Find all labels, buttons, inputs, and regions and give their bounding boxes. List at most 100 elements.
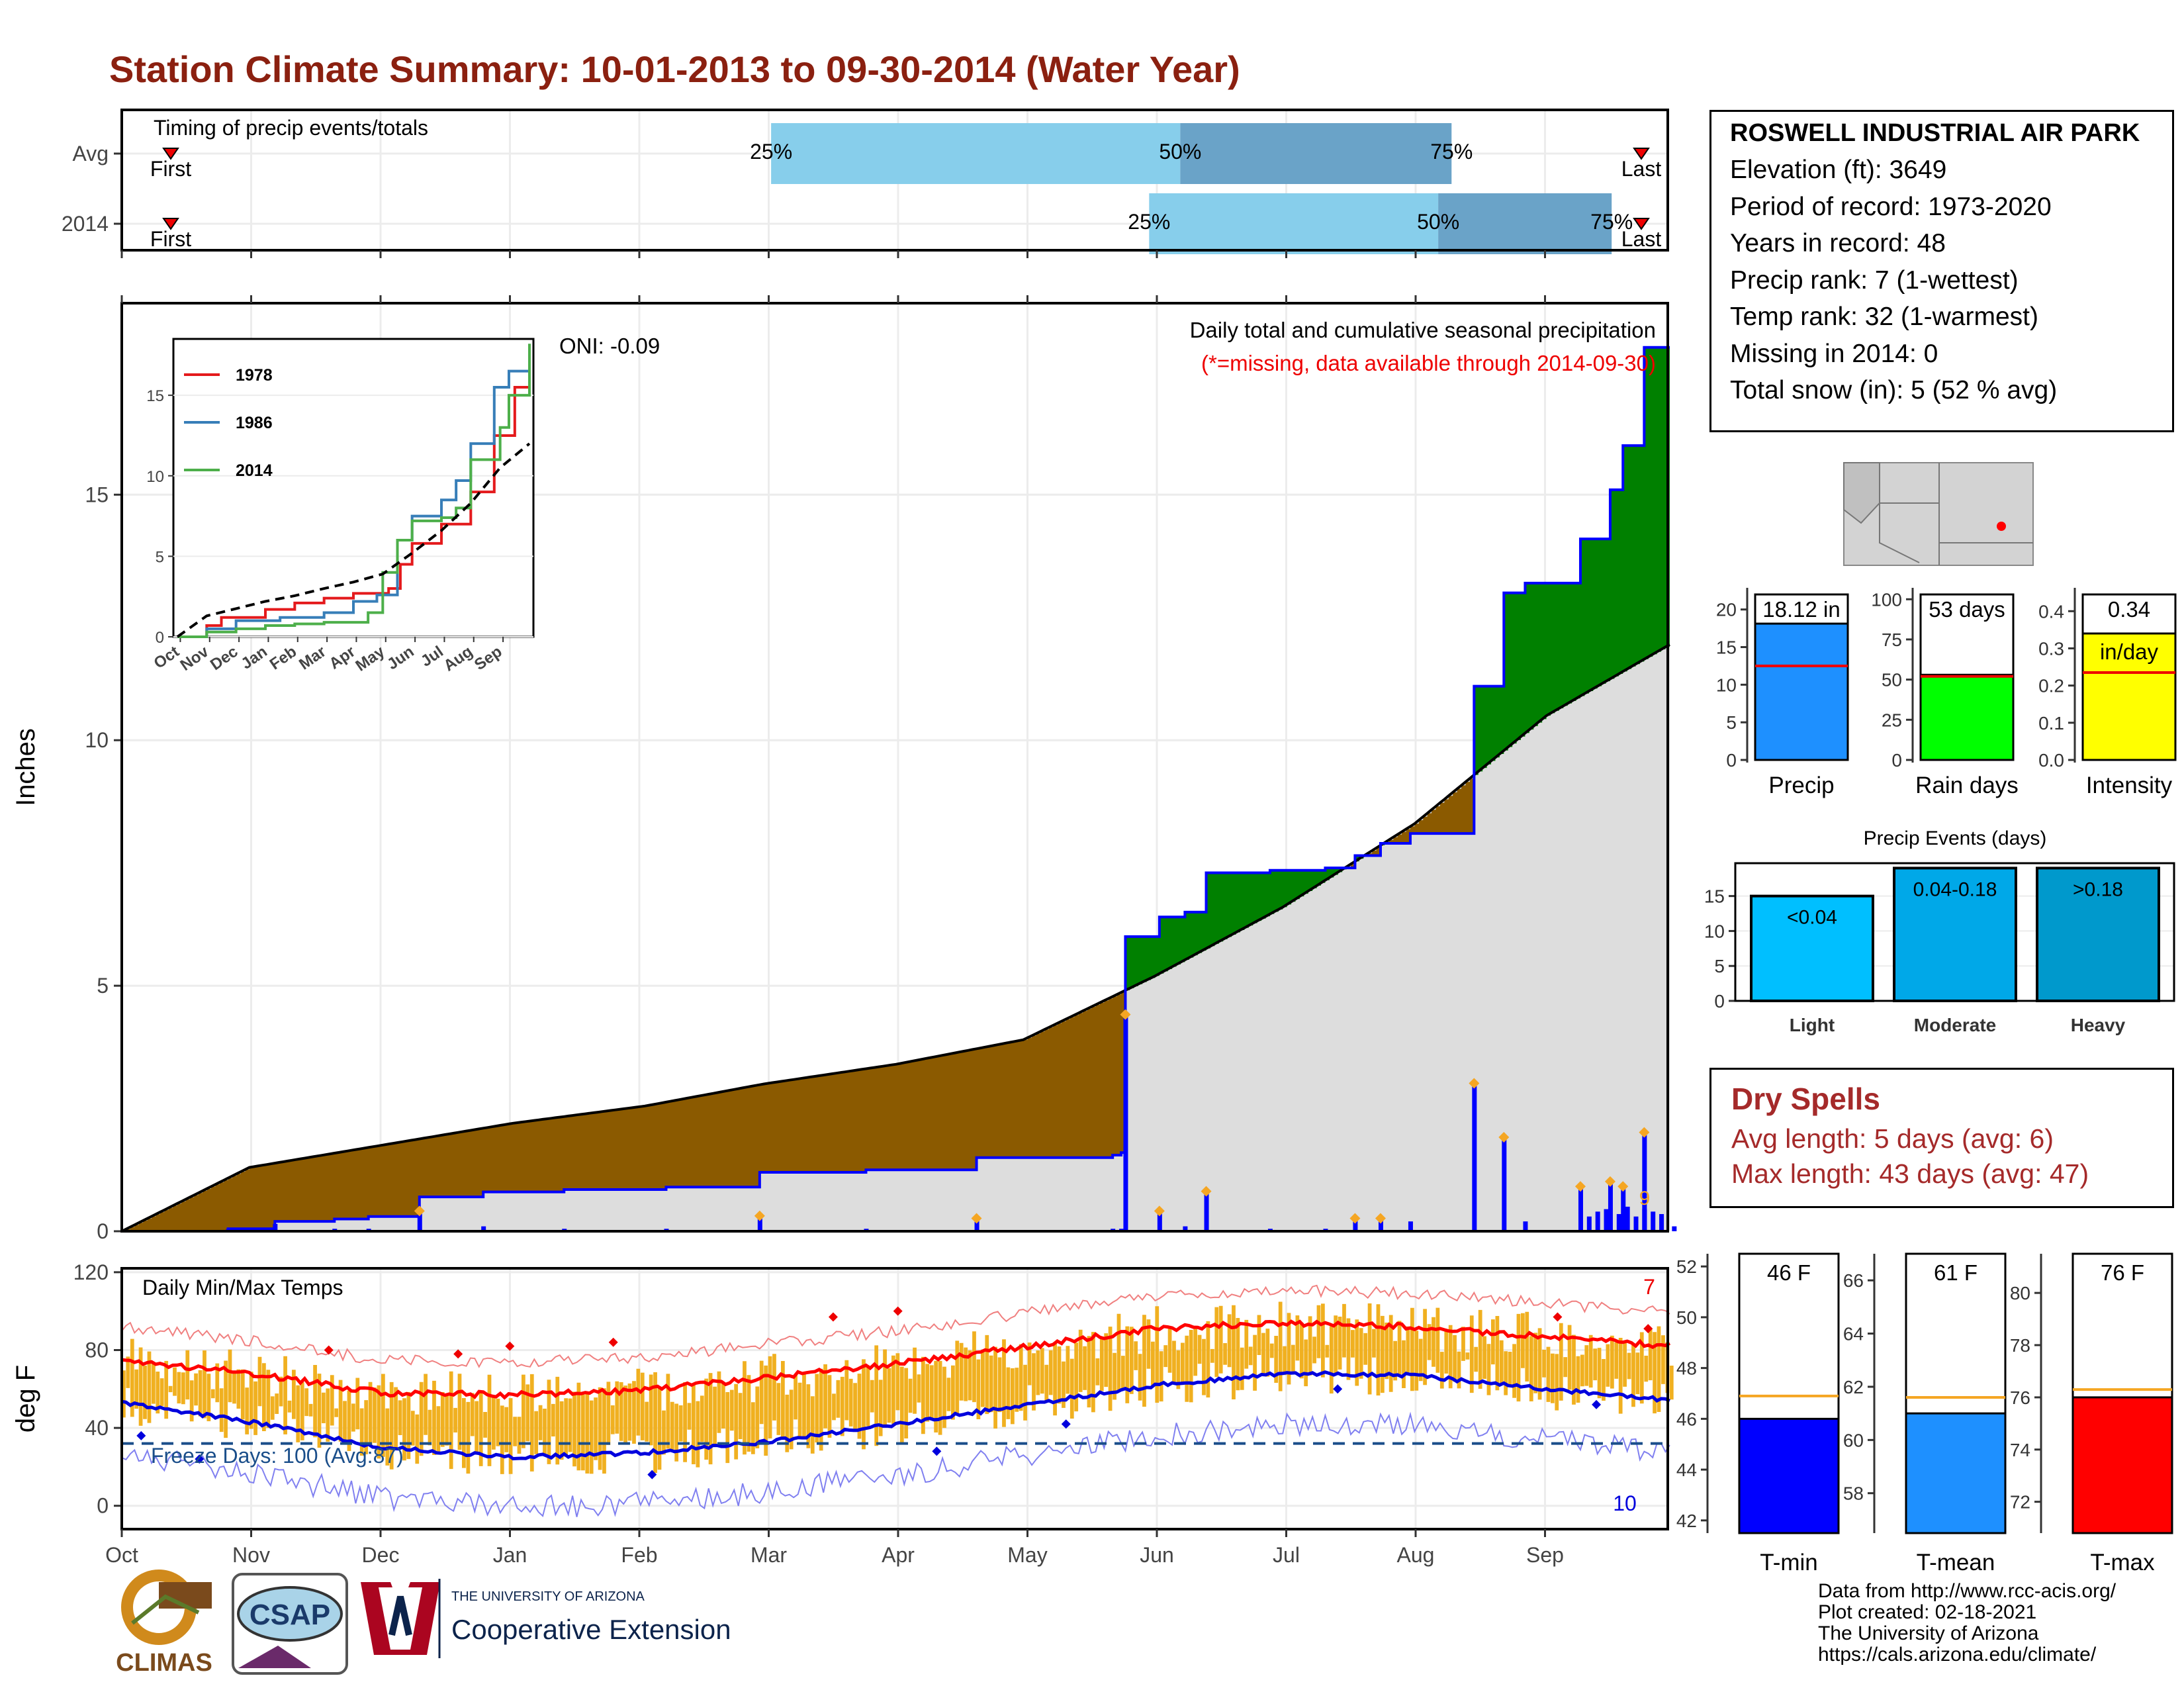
temp-record-low-marker	[1333, 1384, 1343, 1394]
precip-record-marker	[1498, 1132, 1510, 1143]
footer-line-university: The University of Arizona	[1818, 1622, 2039, 1644]
temp-summary-y-tick-label: 72	[2010, 1492, 2030, 1513]
temp-y-tick-label: 120	[73, 1260, 109, 1284]
station-elevation: Elevation (ft): 3649	[1730, 156, 1947, 184]
precip-daily-bar	[1157, 1211, 1162, 1231]
precip-record-marker	[1574, 1181, 1586, 1192]
temp-y-tick-label: 80	[85, 1338, 109, 1362]
temp-average-max-line	[121, 1319, 1671, 1400]
summary-bar	[2081, 632, 2177, 761]
precip-daily-bar	[1642, 1209, 1647, 1231]
temp-record-high-marker	[1553, 1312, 1563, 1322]
ua-logo-top-text: THE UNIVERSITY OF ARIZONA	[451, 1589, 645, 1604]
station-precip-rank: Precip rank: 7 (1-wettest)	[1730, 265, 2019, 295]
precip-daily-bar	[273, 1223, 278, 1231]
temp-summary-y-tick-label: 76	[2010, 1387, 2030, 1408]
precip-average-line	[121, 643, 1670, 1233]
temp-summary-value-label: 46 F	[1767, 1260, 1811, 1285]
temp-record-high-marker	[893, 1306, 903, 1316]
events-category-label: Light	[1790, 1015, 1835, 1035]
precip-count-label: 9	[1639, 1188, 1651, 1209]
summary-category-label: Precip	[1768, 773, 1834, 798]
precip-daily-bar	[1642, 1133, 1647, 1231]
station-years: Years in record: 48	[1730, 229, 1946, 258]
summary-y-tick-label: 0.4	[2038, 601, 2064, 622]
precip-daily-bar	[1408, 1221, 1413, 1231]
summary-value-label: 53 days	[1929, 597, 2005, 622]
station-name: ROSWELL INDUSTRIAL AIR PARK	[1730, 119, 2140, 147]
temp-y-tick-label: 40	[85, 1416, 109, 1440]
precip-daily-bar	[1472, 1084, 1477, 1231]
events-bar	[2036, 867, 2160, 1002]
events-bar	[1893, 867, 2017, 1002]
temp-daily-range-bars	[122, 1301, 1674, 1474]
station-temp-rank: Temp rank: 32 (1-warmest)	[1730, 303, 2038, 331]
precip-record-marker	[1349, 1213, 1361, 1224]
precip-above-average-area	[1125, 347, 1670, 991]
timing-p25-label: 25%	[750, 140, 792, 164]
ua-logo-bottom-text: Cooperative Extension	[451, 1614, 731, 1645]
temp-summary-bar	[1738, 1417, 1840, 1534]
precip-daily-bar	[417, 1211, 422, 1231]
events-y-tick-label: 10	[1704, 921, 1725, 941]
events-range-label: >0.18	[2073, 878, 2123, 900]
events-range-label: <0.04	[1787, 907, 1837, 929]
precip-record-marker	[414, 1205, 425, 1217]
station-location-dot	[1997, 522, 2006, 531]
timing-row-label: Avg	[72, 142, 109, 165]
temp-record-low-line	[121, 1411, 1670, 1517]
footer-line-created: Plot created: 02-18-2021	[1818, 1601, 2037, 1623]
temp-summary-y-tick-label: 48	[1676, 1358, 1697, 1379]
footer-line-source: Data from http://www.rcc-acis.org/	[1818, 1580, 2116, 1602]
summary-y-tick-label: 10	[1716, 675, 1737, 695]
precip-daily-bar	[1625, 1206, 1630, 1231]
freeze-days-label: Freeze Days: 100 (Avg:87)	[151, 1444, 404, 1468]
summary-bar	[1754, 622, 1849, 761]
events-panel-border	[1734, 862, 2175, 1002]
precip-below-average-area	[126, 778, 1475, 1231]
timing-p25-label: 25%	[1128, 210, 1170, 234]
timing-p50-label: 50%	[1159, 140, 1201, 164]
precip-daily-bar	[1672, 1226, 1677, 1231]
month-tick-label: Aug	[1397, 1543, 1435, 1567]
summary-y-tick-label: 5	[1726, 712, 1737, 733]
events-y-tick-label: 5	[1714, 956, 1725, 976]
timing-first-label: First	[150, 157, 191, 181]
precip-daily-bar	[1616, 1214, 1621, 1231]
temp-summary-y-tick-label: 42	[1676, 1511, 1697, 1531]
summary-bar	[1919, 673, 2015, 761]
month-tick-label: Dec	[362, 1543, 400, 1567]
temp-record-low-marker	[136, 1430, 146, 1440]
station-location-map	[1843, 462, 2034, 566]
inset-y-tick-label: 5	[156, 548, 164, 566]
inset-y-tick-label: 10	[146, 468, 164, 486]
month-tick-label: Oct	[105, 1543, 138, 1567]
temp-record-low-marker	[195, 1454, 205, 1464]
precip-daily-bar	[1604, 1209, 1609, 1231]
timing-bar-50-75	[1438, 193, 1612, 254]
temp-summary-bar	[2071, 1396, 2173, 1534]
temp-record-low-marker	[1061, 1419, 1071, 1429]
summary-y-tick-label: 0	[1726, 750, 1737, 771]
timing-last-label: Last	[1621, 157, 1662, 181]
precip-daily-bar	[1608, 1182, 1613, 1231]
summary-y-tick-label: 100	[1871, 589, 1902, 610]
temp-average-min-line	[121, 1370, 1670, 1461]
temp-summary-value-label: 61 F	[1934, 1260, 1978, 1285]
temp-record-high-marker	[828, 1312, 838, 1322]
month-tick-label: Jun	[1140, 1543, 1174, 1567]
footer-credits: Data from http://www.rcc-acis.org/ Plot …	[1818, 1581, 2116, 1665]
timing-last-marker	[1633, 218, 1650, 230]
timing-first-label: First	[150, 227, 191, 251]
precip-y-tick-label: 10	[85, 728, 109, 752]
temp-record-high-marker	[324, 1345, 334, 1355]
timing-panel-border	[120, 109, 1669, 252]
summary-y-tick-label: 15	[1716, 637, 1737, 658]
ua-logo: THE UNIVERSITY OF ARIZONA Cooperative Ext…	[361, 1579, 731, 1658]
climas-logo: CLIMAS	[116, 1570, 212, 1677]
month-tick-label: Nov	[232, 1543, 270, 1567]
events-range-label: 0.04-0.18	[1913, 878, 1997, 900]
station-period: Period of record: 1973-2020	[1730, 192, 2052, 221]
precip-y-tick-label: 15	[85, 483, 109, 506]
summary-y-tick-label: 20	[1716, 600, 1737, 620]
